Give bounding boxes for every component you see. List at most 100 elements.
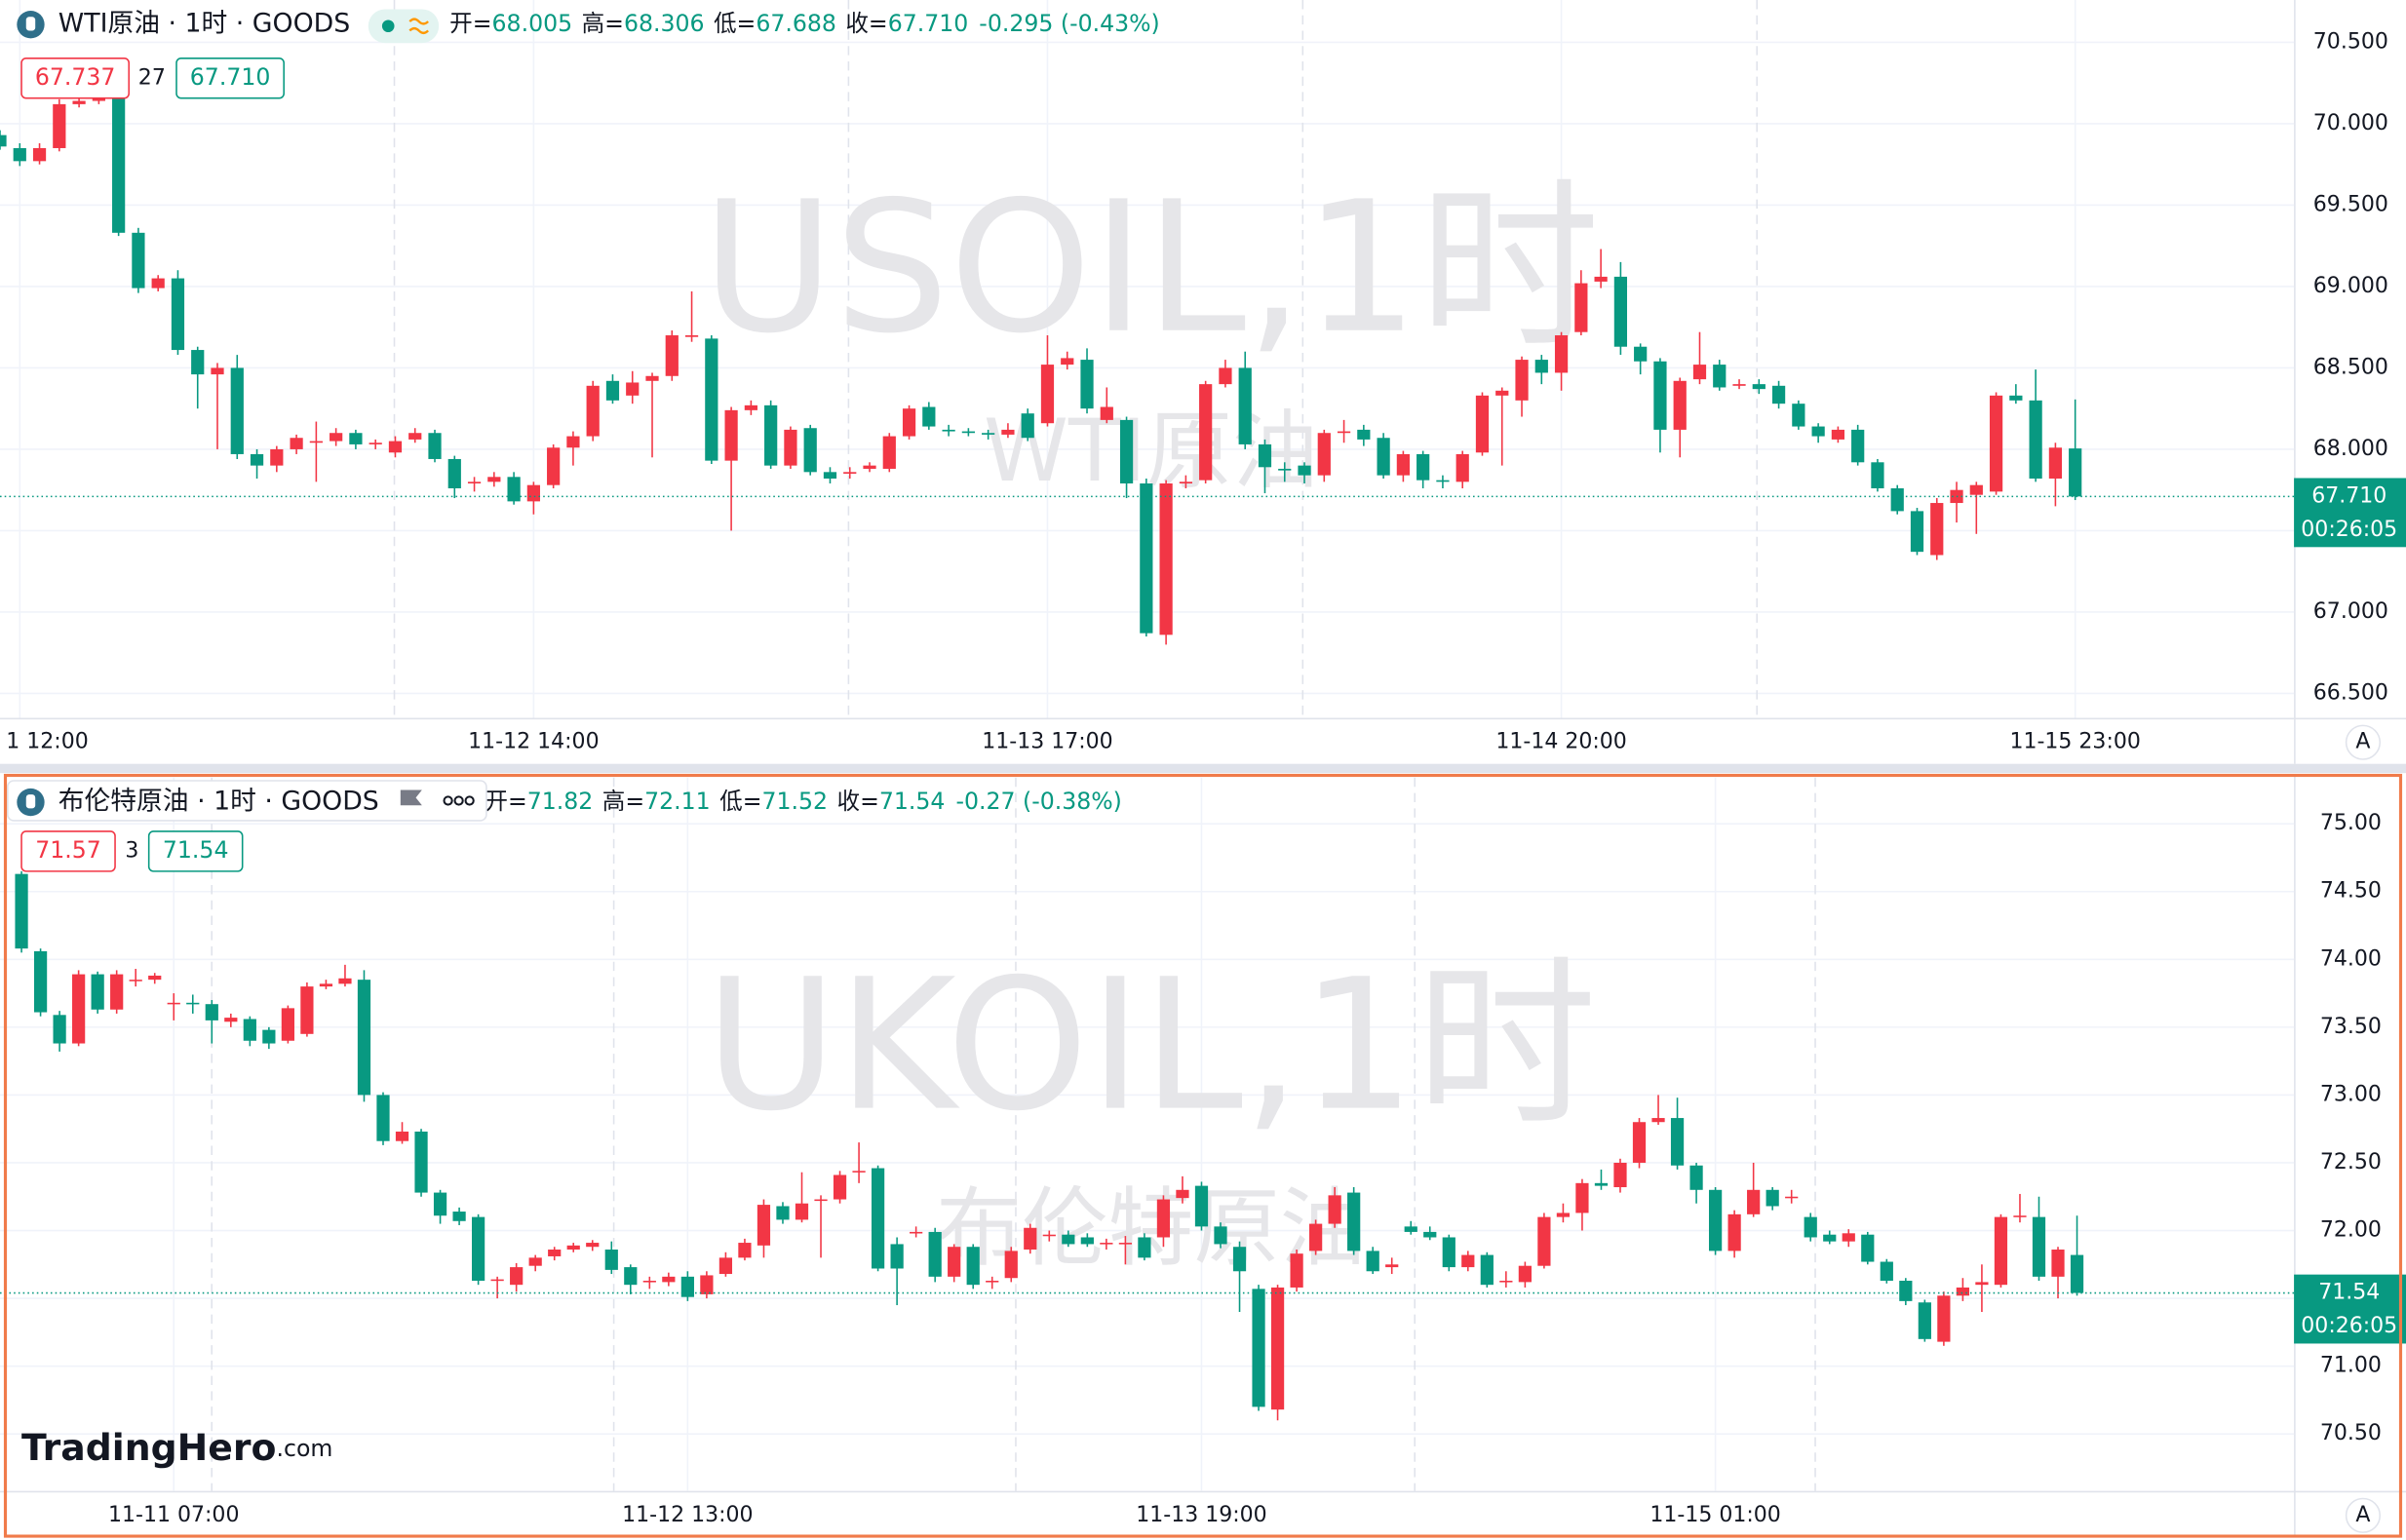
candle-body	[624, 1267, 638, 1286]
bid-value: 71.57	[35, 836, 101, 864]
candle-body	[700, 1275, 714, 1294]
more-icon[interactable]	[464, 795, 475, 806]
candle-body	[1480, 1254, 1494, 1286]
ohlc-value: 67.710	[888, 10, 969, 37]
candle-body	[1317, 433, 1331, 476]
brand-name: TradingHero	[21, 1426, 276, 1469]
candle-body	[1004, 1251, 1018, 1279]
candle-body	[1823, 1234, 1837, 1242]
candle-body	[1404, 1226, 1417, 1232]
symbol-icon-glyph	[25, 794, 36, 809]
candle-body	[1747, 1189, 1761, 1214]
ohlc-value: 67.688	[756, 10, 836, 37]
candle-body	[871, 1168, 885, 1269]
candle-body	[1594, 1182, 1609, 1186]
candle-body	[1337, 431, 1351, 434]
y-tick-label: 70.50	[2320, 1421, 2382, 1445]
candle-body	[1918, 1302, 1931, 1339]
candle-body	[1040, 365, 1055, 424]
candle-body	[1994, 1216, 2008, 1286]
candle-body	[757, 1205, 771, 1246]
scale-button-label[interactable]: A	[2355, 1503, 2370, 1527]
symbol-title: 布伦特原油 · 1时 · GOODS	[58, 787, 379, 817]
candle-body	[1156, 1199, 1171, 1238]
candle-body	[738, 1243, 752, 1258]
candle-body	[1495, 390, 1509, 396]
ohlc-name: 收=	[837, 788, 879, 815]
candle-body	[250, 453, 264, 466]
candle-body	[1252, 1289, 1265, 1407]
candle-body	[53, 1015, 66, 1044]
x-tick-label: 11-15 01:00	[1649, 1503, 1780, 1527]
ohlc-name: 高=	[602, 788, 644, 815]
more-icon[interactable]	[443, 795, 453, 806]
ask-badge	[147, 830, 244, 872]
candle-body	[2009, 395, 2023, 401]
candle-body	[1515, 360, 1529, 401]
candle-body	[1752, 384, 1766, 390]
candle-body	[1385, 1264, 1399, 1268]
candle-body	[1574, 283, 1588, 332]
last-price-tag	[2294, 478, 2406, 548]
candle-body	[369, 443, 382, 444]
candle-body	[942, 429, 955, 432]
candle-body	[2013, 1215, 2027, 1217]
ohlc-value: 71.52	[762, 788, 829, 815]
candle-body	[1708, 1189, 1723, 1251]
scale-button[interactable]	[2345, 724, 2382, 760]
candle-body	[1613, 1162, 1627, 1188]
candle-body	[1328, 1195, 1341, 1224]
more-icon[interactable]	[453, 795, 464, 806]
candle-body	[53, 103, 66, 148]
bid-badge	[20, 58, 131, 99]
y-tick-label: 71.00	[2320, 1354, 2382, 1378]
candle-body	[961, 431, 975, 434]
candle-body	[1792, 404, 1805, 427]
bid-badge	[20, 830, 116, 872]
candle-body	[1298, 465, 1311, 476]
candle-body	[1442, 1237, 1455, 1268]
candle-body	[605, 380, 620, 401]
candle-body	[684, 335, 699, 337]
candle-body	[338, 978, 352, 984]
scale-button-label[interactable]: A	[2355, 730, 2370, 754]
candle-body	[270, 448, 284, 466]
delay-icon	[408, 18, 429, 35]
candle-body	[566, 436, 580, 448]
y-tick-label: 73.00	[2320, 1082, 2382, 1106]
candle-body	[290, 438, 303, 449]
candle-body	[33, 950, 48, 1013]
symbol-title: WTI原油 · 1时 · GOODS	[58, 9, 350, 39]
candle-body	[642, 1281, 656, 1283]
candle-body	[1689, 1165, 1703, 1190]
candle-body	[1811, 426, 1825, 437]
candle-body	[863, 465, 876, 469]
candle-body	[357, 980, 371, 1096]
candle-body	[528, 1257, 542, 1266]
status-pill	[368, 9, 440, 44]
scale-button[interactable]	[2345, 1497, 2382, 1533]
candle-body	[566, 1245, 580, 1251]
candle-body	[1436, 480, 1450, 482]
candle-body	[433, 1192, 447, 1216]
change-value: -0.27 (-0.38%)	[955, 788, 1121, 815]
active-pane-border	[3, 773, 2403, 1538]
candle-body	[376, 1095, 390, 1141]
candle-body	[1219, 367, 1232, 385]
candle-body	[91, 974, 104, 1010]
ohlc-name: 高=	[582, 10, 624, 37]
candle-body	[724, 409, 738, 461]
y-tick-label: 69.500	[2313, 192, 2388, 216]
candle-body	[547, 447, 561, 485]
candle-body	[1001, 429, 1015, 435]
ask-value: 71.54	[163, 836, 229, 864]
candle-body	[1179, 481, 1192, 484]
candle-body	[928, 1231, 942, 1277]
candle-body	[1138, 1237, 1151, 1258]
candle-body	[2051, 1250, 2065, 1277]
candle-body	[1727, 1213, 1741, 1251]
candle-body	[1632, 1122, 1647, 1163]
y-tick-label: 72.00	[2320, 1218, 2382, 1243]
y-tick-label: 70.000	[2313, 111, 2388, 135]
